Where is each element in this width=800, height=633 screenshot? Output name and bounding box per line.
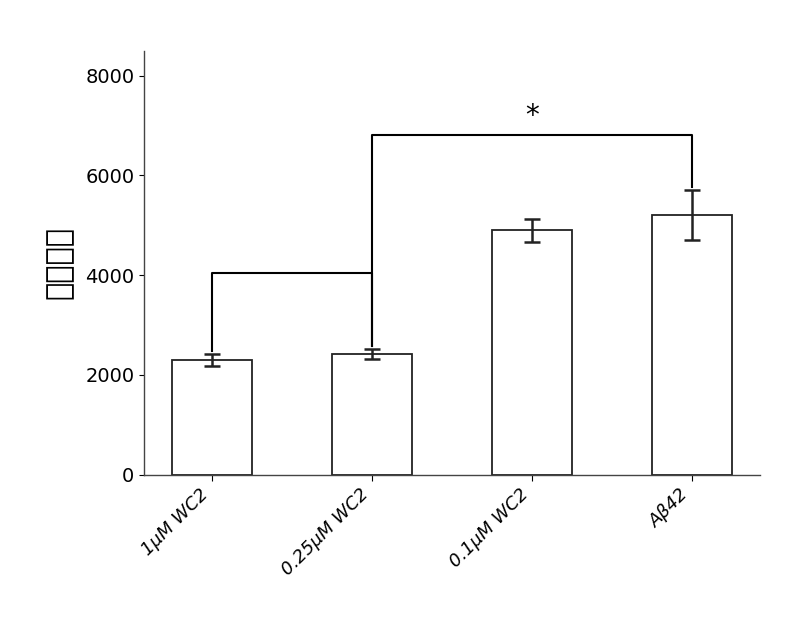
- Text: *: *: [525, 103, 539, 130]
- Bar: [492, 230, 572, 475]
- Bar: [172, 360, 252, 475]
- Y-axis label: 荎光强度: 荎光强度: [45, 226, 74, 299]
- Bar: [332, 354, 412, 475]
- Bar: [652, 215, 732, 475]
